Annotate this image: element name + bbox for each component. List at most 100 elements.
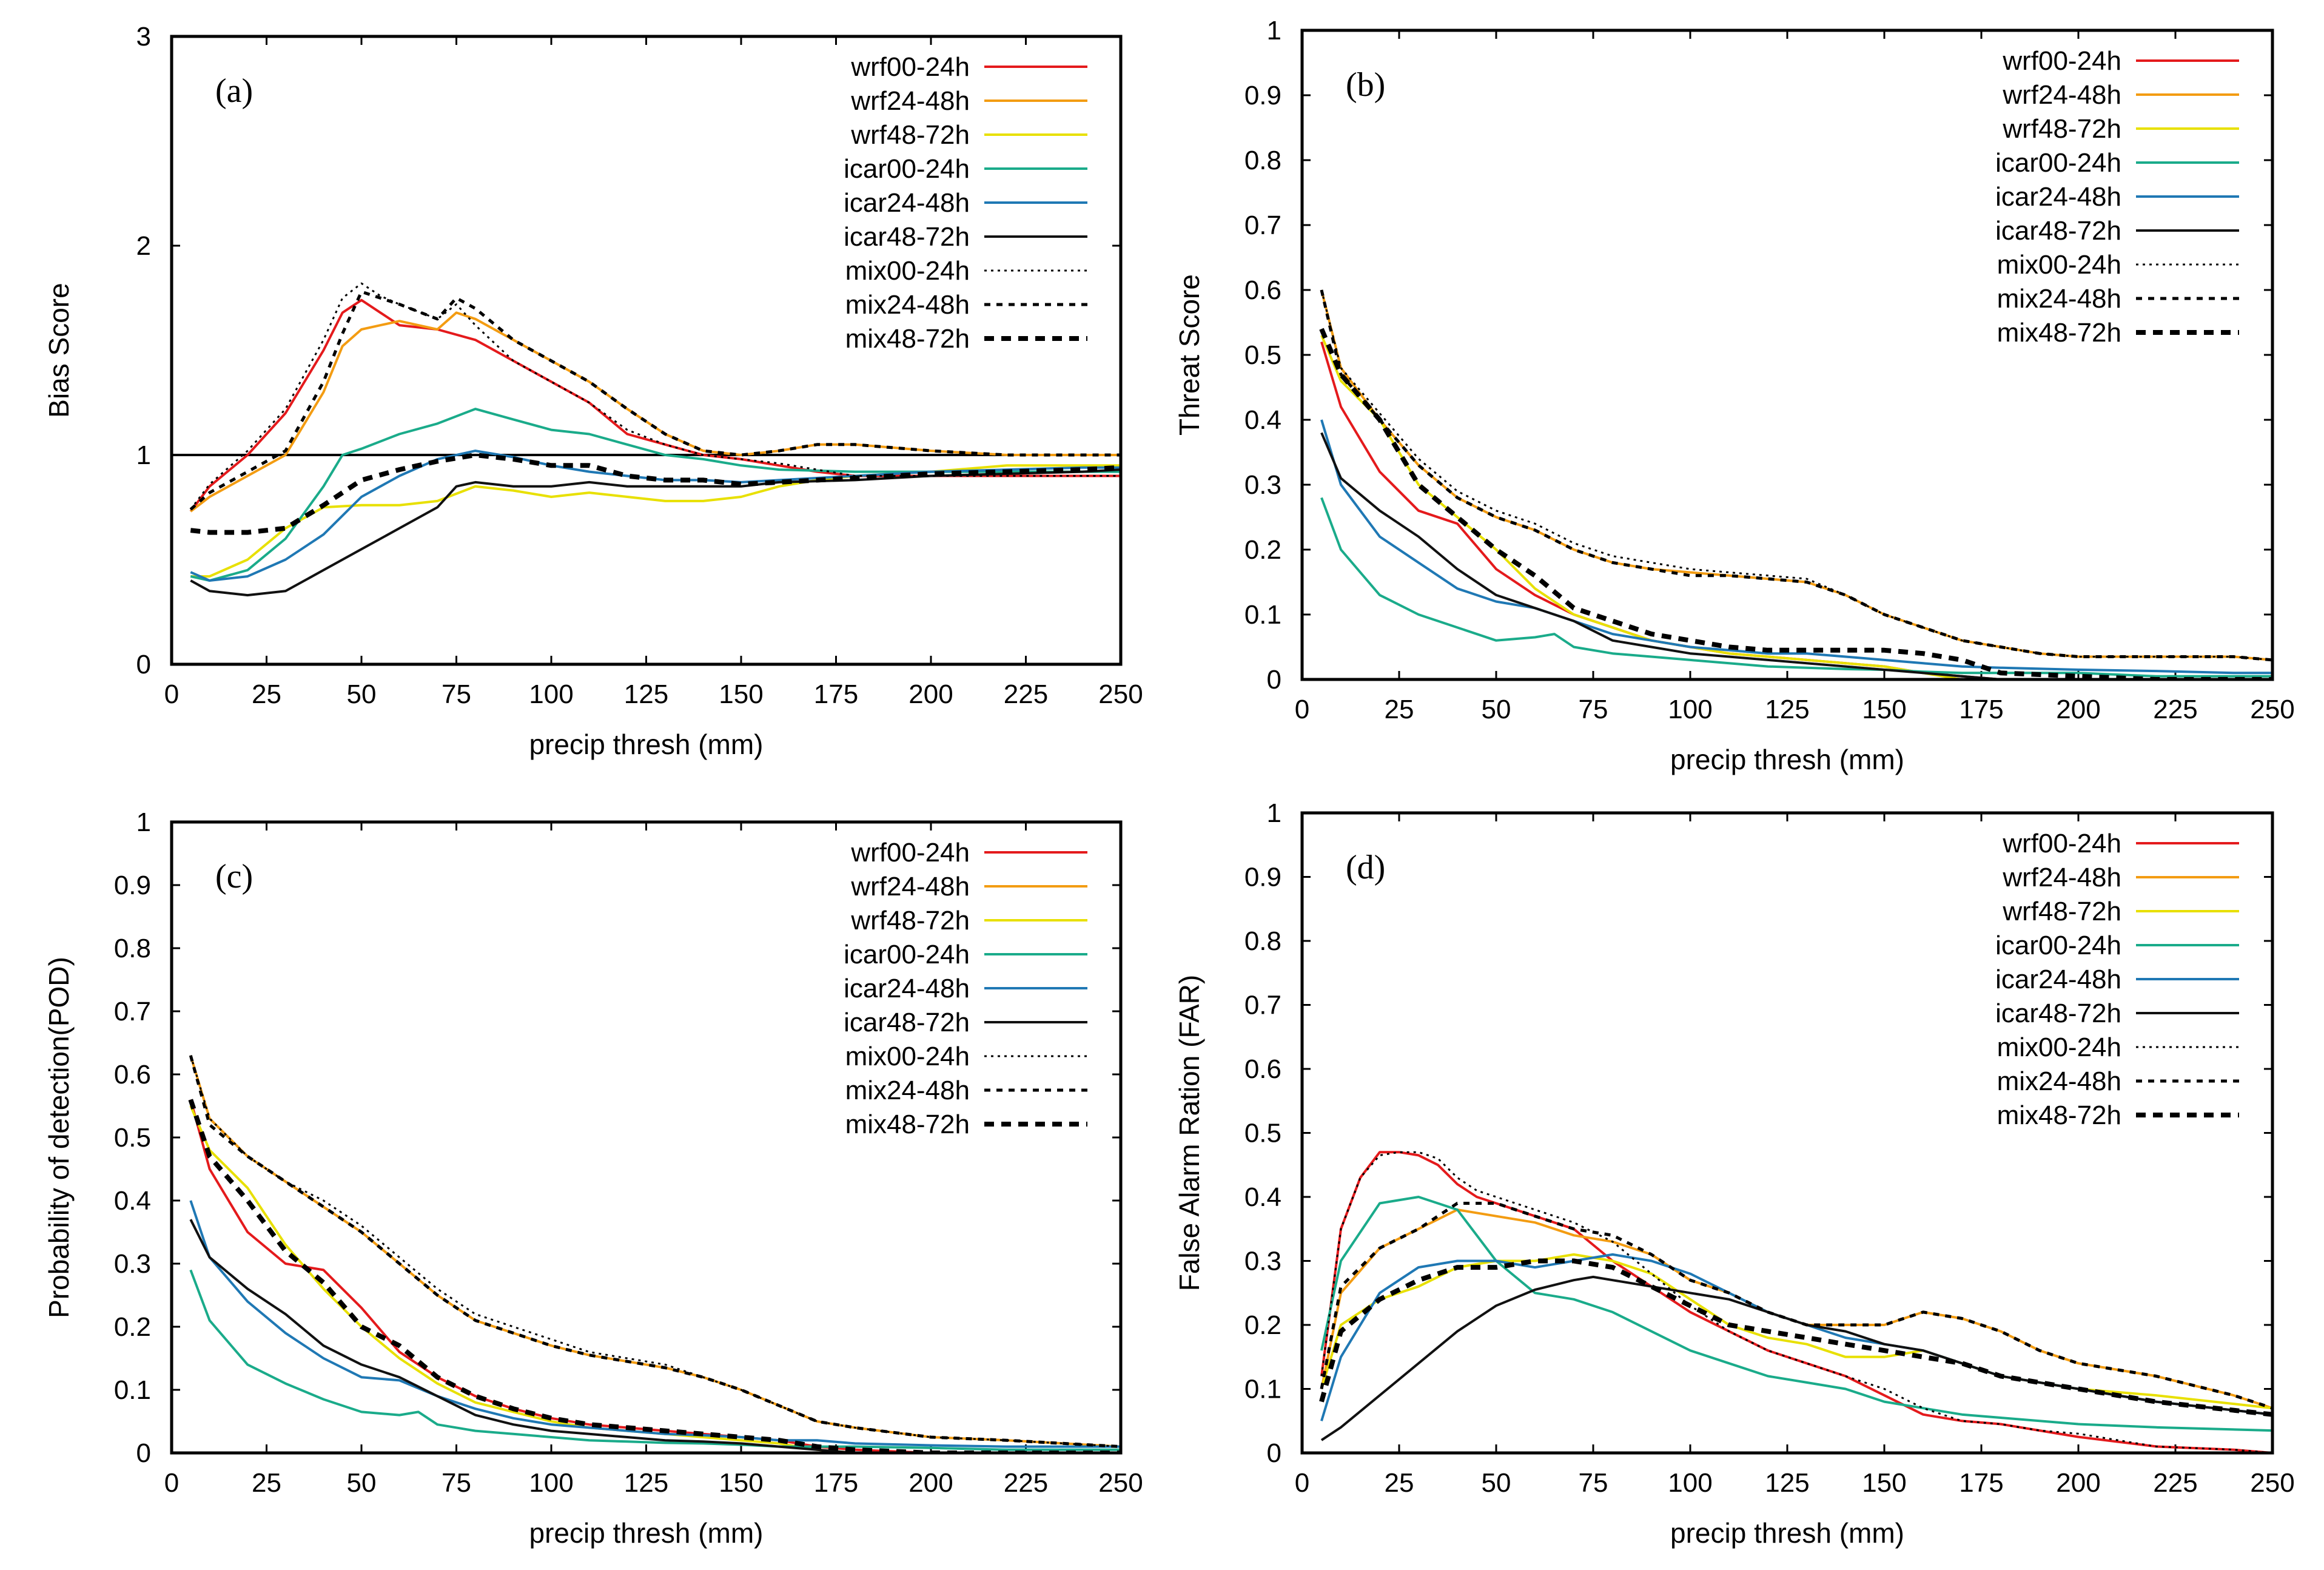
x-tick-label: 100	[529, 679, 573, 709]
y-tick-label: 0.8	[114, 934, 151, 963]
y-tick-label: 0.3	[114, 1249, 151, 1279]
legend-label-wrf00-24h: wrf00-24h	[2002, 46, 2121, 76]
legend-label-icar00-24h: icar00-24h	[844, 154, 970, 184]
panel-label: (c)	[215, 858, 253, 895]
series-group	[188, 1055, 1121, 1453]
legend-label-mix00-24h: mix00-24h	[845, 256, 970, 286]
x-tick-label: 250	[1098, 1468, 1143, 1498]
panel-label: (d)	[1346, 849, 1385, 886]
chart-panel-d: 0 25 50 75 100 125 150 175 200 225 250 0 0.1 0.2 0.3 0.…	[1174, 798, 2295, 1549]
chart-panel-a: 0 25 50 75 100 125 150 175 200 225 250 0 1 2 3 (a) wrf00…	[43, 22, 1143, 760]
y-tick-label: 0.3	[1244, 1247, 1281, 1276]
series-line-mix24-48h	[189, 290, 1121, 511]
y-tick-label: 0.3	[1244, 470, 1281, 500]
x-tick-label: 250	[2250, 1468, 2294, 1498]
y-axis-label: False Alarm Ration (FAR)	[1174, 975, 1205, 1291]
x-tick-label: 50	[347, 1468, 377, 1498]
x-tick-label: 175	[814, 1468, 858, 1498]
legend-label-mix00-24h: mix00-24h	[845, 1042, 970, 1071]
y-tick-label: 1	[1267, 798, 1281, 828]
y-tick-label: 0.1	[114, 1375, 151, 1405]
series-line-icar00-24h	[1320, 1196, 2272, 1432]
panel-label: (a)	[215, 72, 253, 110]
legend-label-icar24-48h: icar24-48h	[1995, 965, 2121, 994]
x-tick-label: 75	[1579, 1468, 1608, 1498]
x-tick-label: 75	[442, 679, 471, 709]
legend-label-wrf00-24h: wrf00-24h	[2002, 829, 2121, 858]
x-tick-label: 150	[719, 679, 763, 709]
y-tick-label: 0.6	[1244, 1054, 1281, 1084]
y-tick-label: 0.5	[1244, 340, 1281, 370]
series-line-mix24-48h	[1320, 1202, 2272, 1410]
x-tick-label: 75	[1579, 695, 1608, 724]
series-line-mix00-24h	[1320, 289, 2272, 661]
series-line-icar48-72h	[1320, 1275, 2272, 1441]
series-group	[189, 282, 1121, 597]
legend-label-icar48-72h: icar48-72h	[844, 1008, 970, 1037]
legend-label-icar24-48h: icar24-48h	[844, 974, 970, 1003]
plot-frame	[1300, 29, 2274, 681]
legend-label-wrf24-48h: wrf24-48h	[850, 872, 970, 901]
x-tick-label: 250	[2250, 695, 2294, 724]
legend-label-wrf00-24h: wrf00-24h	[850, 838, 970, 868]
x-axis-label: precip thresh (mm)	[1670, 1517, 1904, 1549]
x-tick-label: 175	[1959, 695, 2003, 724]
series-line-mix48-72h	[190, 453, 1121, 535]
y-tick-label: 2	[136, 231, 151, 261]
legend-label-wrf48-72h: wrf48-72h	[2002, 897, 2121, 926]
series-line-mix48-72h	[188, 1099, 1121, 1453]
legend-label-icar48-72h: icar48-72h	[1995, 999, 2121, 1028]
x-tick-label: 175	[1959, 1468, 2003, 1498]
y-tick-label: 0.7	[1244, 991, 1281, 1020]
x-tick-label: 150	[719, 1468, 763, 1498]
legend-label-icar48-72h: icar48-72h	[844, 222, 970, 252]
y-tick-label: 0.8	[1244, 926, 1281, 956]
series-line-mix48-72h	[1319, 1258, 2272, 1417]
y-tick-label: 0.9	[114, 871, 151, 900]
y-tick-label: 0	[1267, 665, 1281, 695]
x-tick-label: 125	[1765, 695, 1809, 724]
y-axis-label: Probability of detection(POD)	[43, 957, 75, 1318]
series-line-wrf00-24h	[1320, 1151, 2272, 1453]
x-tick-label: 125	[624, 1468, 668, 1498]
legend-label-mix48-72h: mix48-72h	[845, 1110, 970, 1139]
y-tick-label: 0.1	[1244, 1375, 1281, 1404]
y-tick-label: 0.7	[1244, 211, 1281, 240]
x-tick-label: 50	[1482, 695, 1511, 724]
x-tick-label: 175	[814, 679, 858, 709]
legend-label-wrf24-48h: wrf24-48h	[2002, 863, 2121, 892]
x-tick-label: 50	[1482, 1468, 1511, 1498]
series-line-icar48-72h	[189, 1219, 1121, 1453]
series-group	[1319, 289, 2272, 679]
legend-label-wrf24-48h: wrf24-48h	[850, 86, 970, 116]
plot-frame	[170, 35, 1123, 666]
y-tick-label: 0.2	[1244, 1310, 1281, 1340]
y-axis-label: Threat Score	[1174, 274, 1205, 436]
x-tick-label: 250	[1098, 679, 1143, 709]
legend-label-wrf00-24h: wrf00-24h	[850, 52, 970, 82]
legend-label-wrf24-48h: wrf24-48h	[2002, 80, 2121, 110]
x-tick-label: 0	[164, 679, 179, 709]
y-axis-label: Bias Score	[43, 283, 75, 417]
y-tick-label: 0.4	[1244, 1182, 1281, 1212]
x-tick-label: 100	[1668, 695, 1712, 724]
x-tick-label: 200	[908, 1468, 953, 1498]
chart-panel-b: 0 25 50 75 100 125 150 175 200 225 250 0 0.1 0.2 0.3 0.…	[1174, 16, 2295, 775]
y-tick-label: 3	[136, 22, 151, 52]
x-tick-label: 25	[1385, 695, 1414, 724]
y-tick-label: 0.8	[1244, 146, 1281, 175]
legend-label-mix48-72h: mix48-72h	[1997, 1100, 2121, 1130]
series-line-icar00-24h	[190, 408, 1121, 582]
x-tick-label: 125	[624, 679, 668, 709]
x-tick-label: 25	[1385, 1468, 1414, 1498]
series-line-mix24-48h	[1320, 289, 2272, 662]
legend-label-icar00-24h: icar00-24h	[1995, 931, 2121, 960]
y-tick-label: 0	[136, 1438, 151, 1468]
series-line-mix00-24h	[1320, 1151, 2272, 1453]
series-line-mix48-72h	[1319, 328, 2272, 679]
x-tick-label: 125	[1765, 1468, 1809, 1498]
legend-label-icar48-72h: icar48-72h	[1995, 216, 2121, 246]
x-tick-label: 0	[1295, 695, 1309, 724]
y-tick-label: 0.5	[114, 1123, 151, 1153]
